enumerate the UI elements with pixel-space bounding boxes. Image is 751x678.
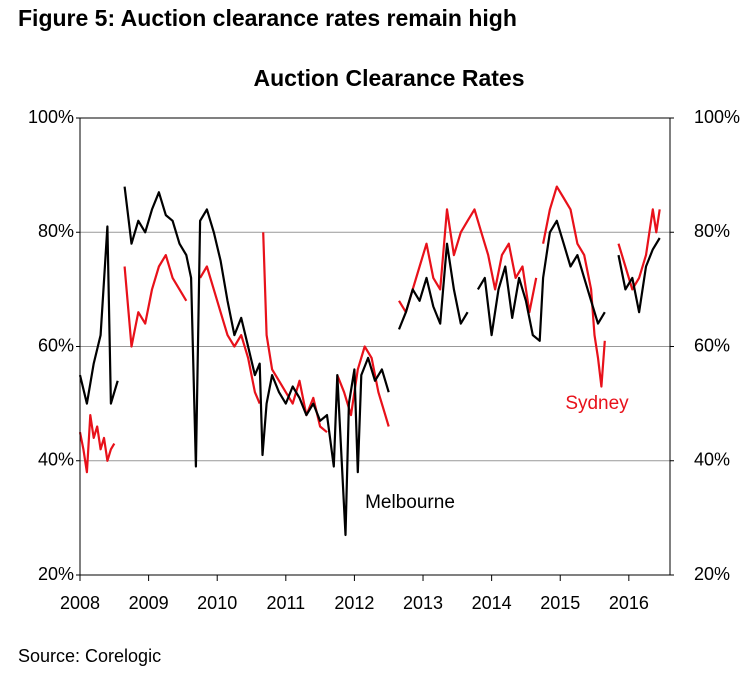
x-tick-label: 2013 bbox=[403, 593, 443, 613]
y-tick-label: 20% bbox=[38, 564, 74, 584]
y2-tick-label: 80% bbox=[694, 221, 730, 241]
figure-title: Figure 5: Auction clearance rates remain… bbox=[18, 5, 517, 31]
y-tick-label: 60% bbox=[38, 335, 74, 355]
y-tick-label: 80% bbox=[38, 221, 74, 241]
lines bbox=[78, 185, 661, 537]
labels: 20% 40% 60% 80% 100% 20% 40% 60% 80% 100% 2008 2009… bbox=[28, 107, 740, 613]
y2-tick-label: 60% bbox=[694, 335, 730, 355]
x-tick-label: 2015 bbox=[540, 593, 580, 613]
y-tick-label: 100% bbox=[28, 107, 74, 127]
source: Source: Corelogic bbox=[18, 646, 161, 666]
x-tick-label: 2012 bbox=[334, 593, 374, 613]
y2-tick-label: 40% bbox=[694, 450, 730, 470]
x-tick-label: 2010 bbox=[197, 593, 237, 613]
series-line bbox=[78, 185, 661, 474]
annotation: Melbourne bbox=[365, 492, 455, 513]
x-tick-label: 2008 bbox=[60, 593, 100, 613]
chart-title: Auction Clearance Rates bbox=[254, 65, 525, 91]
y2-tick-label: 100% bbox=[694, 107, 740, 127]
x-tick-label: 2009 bbox=[129, 593, 169, 613]
annotation: Sydney bbox=[565, 393, 629, 414]
x-tick-label: 2011 bbox=[266, 593, 305, 613]
y2-tick-label: 20% bbox=[694, 564, 730, 584]
x-tick-label: 2014 bbox=[472, 593, 512, 613]
x-tick-label: 2016 bbox=[609, 593, 649, 613]
y-tick-label: 40% bbox=[38, 450, 74, 470]
series-line bbox=[78, 186, 661, 537]
plot-frame bbox=[79, 117, 671, 576]
